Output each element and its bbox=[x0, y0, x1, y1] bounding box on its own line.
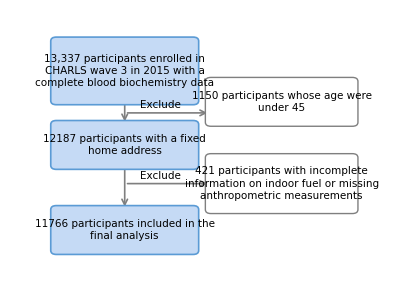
FancyBboxPatch shape bbox=[51, 37, 198, 105]
FancyBboxPatch shape bbox=[205, 154, 358, 214]
Text: 13,337 participants enrolled in
CHARLS wave 3 in 2015 with a
complete blood bioc: 13,337 participants enrolled in CHARLS w… bbox=[35, 53, 214, 88]
Text: Exclude: Exclude bbox=[140, 171, 181, 181]
FancyBboxPatch shape bbox=[51, 205, 198, 255]
Text: 11766 participants included in the
final analysis: 11766 participants included in the final… bbox=[35, 219, 215, 241]
Text: 421 participants with incomplete
information on indoor fuel or missing
anthropom: 421 participants with incomplete informa… bbox=[184, 166, 379, 201]
FancyBboxPatch shape bbox=[51, 121, 198, 169]
Text: Exclude: Exclude bbox=[140, 100, 181, 110]
Text: 1150 participants whose age were
under 45: 1150 participants whose age were under 4… bbox=[192, 91, 372, 113]
FancyBboxPatch shape bbox=[205, 77, 358, 126]
Text: 12187 participants with a fixed
home address: 12187 participants with a fixed home add… bbox=[43, 134, 206, 156]
